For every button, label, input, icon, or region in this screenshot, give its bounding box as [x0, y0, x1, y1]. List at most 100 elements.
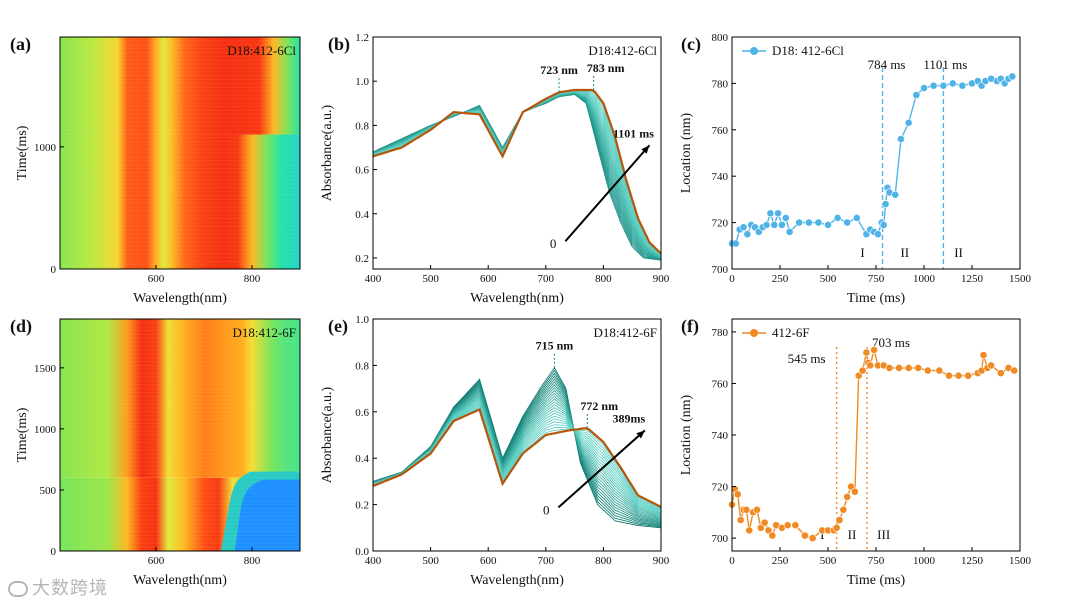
panel-label-b: (b): [328, 34, 350, 55]
data-point: [862, 348, 871, 357]
x-tick-label: 900: [653, 555, 670, 567]
y-tick-label: 0.2: [355, 253, 369, 265]
heatmap-a: [60, 36, 300, 269]
spectra-e: 715 nm 772 nm 0 389ms: [372, 339, 662, 529]
data-point: [774, 209, 782, 218]
data-point: [743, 230, 752, 239]
y-tick-label: 0: [51, 546, 57, 558]
x-axis-label: Wavelength(nm): [470, 573, 564, 588]
data-point: [904, 118, 913, 127]
data-point: [824, 221, 832, 229]
data-point: [795, 218, 804, 227]
data-point: [783, 521, 792, 530]
peak-label: 772 nm: [580, 399, 618, 413]
transition-label: 703 ms: [872, 335, 910, 350]
arrow-start-label: 0: [543, 502, 550, 517]
data-point: [742, 505, 751, 514]
panel-label-a: (a): [10, 34, 31, 55]
x-axis-label: Wavelength(nm): [133, 573, 227, 588]
region-label: II: [848, 527, 857, 542]
panel-a-frame: [59, 36, 301, 270]
series-line: [732, 75, 1013, 245]
x-tick-label: 1250: [961, 555, 984, 567]
spectrum-line: [372, 88, 662, 255]
spectrum-line: [372, 91, 662, 257]
watermark-logo-icon: [8, 581, 28, 597]
data-point: [801, 531, 809, 540]
data-point: [756, 523, 765, 532]
time-arrow-head: [636, 430, 645, 439]
data-point: [852, 214, 861, 222]
data-point: [768, 531, 777, 540]
data-point: [736, 516, 745, 524]
data-point: [914, 364, 923, 372]
region-label: II: [900, 245, 909, 260]
y-tick-label: 800: [712, 32, 729, 44]
data-point: [948, 79, 957, 88]
data-point: [785, 227, 794, 236]
x-tick-label: 500: [422, 273, 439, 285]
y-tick-label: 700: [712, 533, 729, 545]
data-point: [885, 364, 894, 372]
y-tick-label: 1.0: [355, 76, 369, 88]
data-point: [904, 364, 913, 372]
y-axis-label: Absorbance(a.u.): [320, 104, 335, 201]
data-point: [979, 351, 988, 359]
y-tick-label: 700: [712, 264, 729, 276]
data-point: [832, 523, 841, 532]
sample-label-e: D18:412-6F: [593, 325, 657, 340]
region-label: I: [820, 527, 824, 542]
spectra-b: 723 nm 783 nm 0 1101 ms: [372, 61, 662, 261]
arrow-end-label: 389ms: [613, 411, 646, 425]
data-point: [1010, 366, 1019, 375]
legend-marker: [750, 329, 758, 337]
y-tick-label: 0.6: [355, 407, 369, 419]
peak-label: 715 nm: [536, 339, 574, 353]
y-tick-label: 1.2: [355, 32, 369, 44]
data-point: [770, 221, 779, 229]
data-point: [764, 526, 773, 535]
x-axis-label: Wavelength(nm): [470, 291, 564, 306]
data-point: [870, 346, 878, 354]
data-point: [833, 214, 842, 222]
panel-e-frame: [372, 318, 662, 552]
y-tick-label: 780: [712, 78, 729, 90]
region-label: II: [954, 245, 963, 260]
data-point: [958, 81, 967, 90]
data-point: [874, 230, 882, 239]
x-tick-label: 250: [772, 555, 789, 567]
x-tick-label: 600: [148, 555, 165, 567]
x-tick-label: 700: [538, 555, 555, 567]
legend-label: 412-6F: [772, 325, 810, 340]
x-tick-label: 0: [729, 555, 735, 567]
x-tick-label: 750: [868, 273, 885, 285]
data-point: [760, 518, 769, 527]
data-point: [996, 369, 1005, 378]
region-label: I: [860, 245, 864, 260]
x-tick-label: 500: [820, 273, 837, 285]
series-line: [731, 349, 1015, 539]
heatmap-d: [60, 318, 300, 551]
x-tick-label: 700: [538, 273, 555, 285]
y-tick-label: 740: [712, 430, 729, 442]
x-tick-label: 1250: [961, 273, 984, 285]
panel-e-axes: 400 500 600 700 800 900 0.0 0.2 0.4 0.6 0.8 1.0 Wave…: [320, 314, 670, 588]
data-point: [733, 490, 742, 499]
transition-label: 545 ms: [788, 351, 826, 366]
heatmap-region-after: [60, 37, 300, 135]
y-tick-label: 720: [712, 482, 729, 494]
x-tick-label: 800: [244, 555, 261, 567]
data-point: [964, 371, 973, 380]
data-point: [766, 209, 775, 218]
data-point: [753, 505, 761, 514]
blue-block: [234, 479, 300, 551]
panel-b-axes: 400 500 600 700 800 900 0.2 0.4 0.6 0.8 1.0 1.2 Wave…: [320, 32, 670, 306]
y-tick-label: 0.4: [355, 453, 369, 465]
x-tick-label: 800: [595, 555, 612, 567]
sample-label-d: D18:412-6F: [232, 325, 296, 340]
y-tick-label: 1500: [34, 363, 57, 375]
x-tick-label: 1500: [1009, 273, 1032, 285]
